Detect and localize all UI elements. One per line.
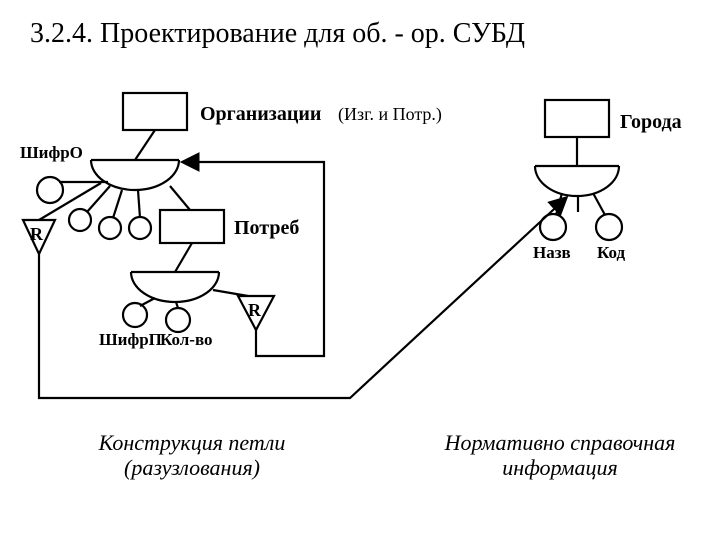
entity-potreb-rect [160,210,224,243]
potreb-attr-kolvo [166,308,190,332]
entity-goroda-bag [535,166,619,196]
entity-goroda-rect [545,100,609,137]
org-ref-label: R [30,224,44,244]
org-attr2-stem [113,190,122,218]
org-to-potreb-edge [170,186,190,210]
potreb-attr-shifrp [123,303,147,327]
goroda-attr-nazv-label: Назв [533,243,571,262]
goroda-attr-kod-label: Код [597,243,625,262]
goroda-attr-kod [596,214,622,240]
potreb-ref-label: R [248,300,262,320]
entity-potreb-bag [131,272,219,302]
entity-potreb-connector [175,243,192,272]
entity-org-label-suffix: (Изг. и Потр.) [338,104,442,125]
potreb-attr-kolvo-label: Кол-во [160,330,213,349]
potreb-attr-shifrp-label: ШифрП [99,330,162,349]
org-attr-shifro [37,177,63,203]
caption-right: Нормативно справочная информация [410,430,710,481]
caption-left: Конструкция петли (разузлования) [62,430,322,481]
org-attr1 [69,209,91,231]
entity-org-connector [135,130,155,160]
entity-org-rect [123,93,187,130]
org-attr2 [99,217,121,239]
entity-goroda-label: Города [620,111,682,133]
entity-org-bag [91,160,179,190]
org-attr3 [129,217,151,239]
entity-org-label: Организации [200,103,321,125]
edge-org-to-goroda [39,198,566,398]
goroda-attr1-stem [593,193,605,215]
diagram-canvas: 3.2.4. Проектирование для об. - ор. СУБД… [0,0,720,540]
org-attr-shifro-label: ШифрО [20,143,83,162]
entity-potreb-label: Потреб [234,217,299,239]
org-attr3-stem [138,190,140,218]
